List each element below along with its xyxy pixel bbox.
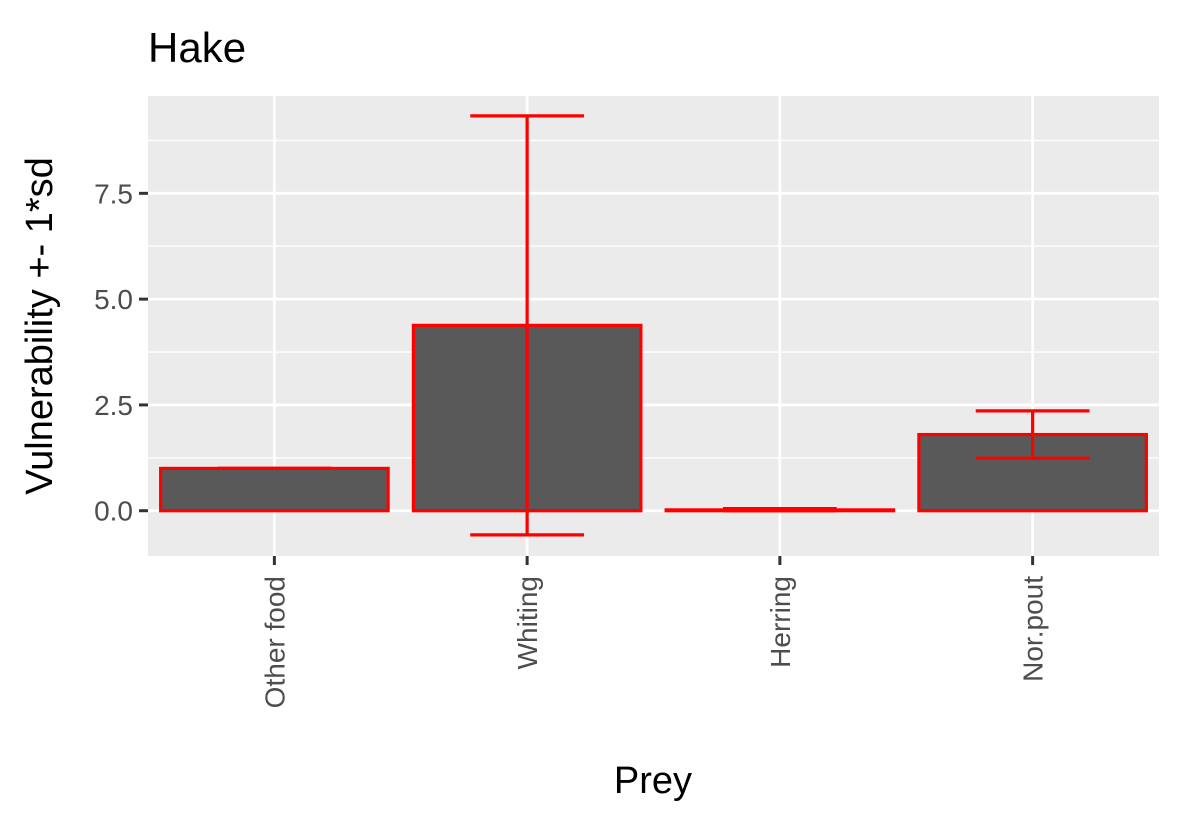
chart-title: Hake [148, 24, 246, 71]
x-tick-label: Herring [765, 576, 796, 668]
y-tick-label: 0.0 [94, 496, 133, 527]
x-axis-title: Prey [614, 760, 692, 802]
y-tick-label: 7.5 [94, 178, 133, 209]
y-tick-label: 5.0 [94, 284, 133, 315]
x-tick-label: Whiting [512, 576, 543, 669]
error-bars [217, 114, 1090, 537]
y-tick-label: 2.5 [94, 390, 133, 421]
y-axis-title: Vulnerability +- 1*sd [19, 157, 61, 495]
y-axis: 0.0 2.5 5.0 7.5 [94, 178, 148, 527]
bar-other-food [159, 466, 390, 513]
x-tick-label: Nor.pout [1018, 576, 1049, 682]
x-axis: Other food Whiting Herring Nor.pout [259, 556, 1049, 708]
x-tick-label: Other food [259, 576, 290, 708]
